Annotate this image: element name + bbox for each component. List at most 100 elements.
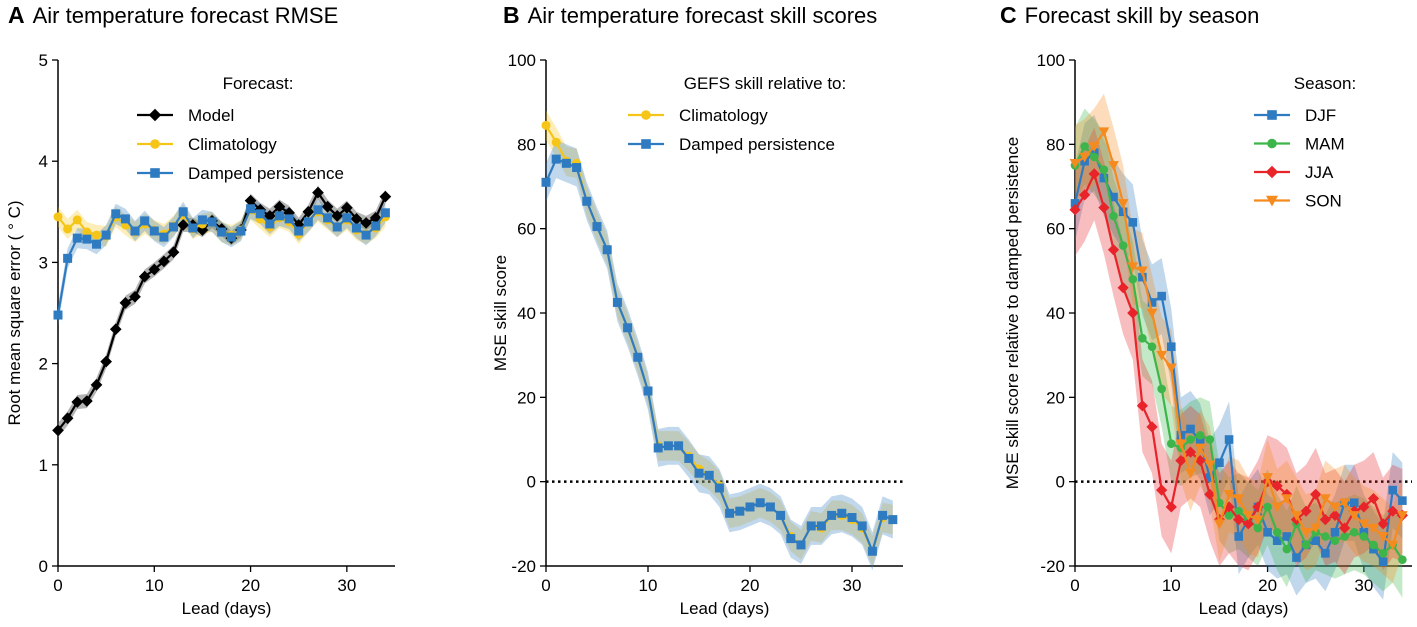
legend: Season: DJF MAM JJA SON [1254, 74, 1356, 211]
damped-data-point [188, 223, 198, 233]
y-axis-label: MSE skill score [491, 255, 510, 371]
panel-a: A Air temperature forecast RMSE 0 1 2 3 4 5 0 10 2… [5, 2, 395, 618]
damped-data-point [694, 468, 704, 478]
panel-title-text: Forecast skill by season [1025, 3, 1260, 28]
model-data-point [244, 194, 257, 207]
damped-data-point [572, 163, 582, 173]
djf-data-point [1349, 498, 1359, 508]
djf-data-point [1263, 527, 1272, 537]
panel-title-text: Air temperature forecast skill scores [528, 3, 878, 28]
damped-data-point [274, 211, 284, 221]
jja-data-point [1069, 204, 1081, 216]
model-data-point [263, 209, 276, 222]
damped-data-point [197, 215, 207, 225]
djf-data-point [1272, 536, 1282, 545]
son-data-point [1262, 473, 1273, 483]
mam-data-point [1359, 532, 1369, 541]
son-data-point [1329, 502, 1341, 513]
damped-data-point [63, 253, 73, 263]
jja-data-point [1339, 522, 1351, 534]
y-tick-label: 3 [39, 253, 48, 272]
son-data-point [1137, 266, 1148, 277]
jja-data-point [1204, 488, 1216, 500]
x-tick-label: 20 [741, 576, 760, 595]
djf-data-point [1215, 458, 1224, 467]
djf-data-point [1157, 291, 1166, 301]
damped-data-point [332, 222, 342, 232]
model-data-point [109, 323, 122, 336]
y-tick-label: 0 [527, 473, 536, 492]
djf-data-point [1147, 298, 1157, 307]
damped-data-point [827, 510, 837, 520]
son-data-point [1069, 159, 1081, 169]
legend-djf-label: DJF [1305, 106, 1336, 125]
x-tick-label: 10 [145, 576, 164, 595]
y-axis-label: Root mean square error ( ° C) [5, 200, 24, 425]
model-data-point [273, 200, 286, 213]
legend-jja-label: JJA [1305, 163, 1334, 182]
son-data-point [1098, 127, 1110, 138]
son-data-point [1387, 540, 1399, 551]
damped-data-point [776, 510, 786, 520]
y-tick-label: 60 [517, 220, 536, 239]
djf-data-point [1292, 553, 1301, 562]
djf-data-point [1398, 496, 1407, 505]
damped-data-point [207, 217, 217, 227]
y-tick-label: 80 [517, 135, 536, 154]
panel-letter: B [503, 2, 520, 28]
legend-title: Season: [1294, 74, 1356, 93]
son-data-point [1396, 511, 1408, 521]
son-data-point [1223, 490, 1235, 500]
climatology-data-point [541, 120, 551, 130]
climatology-data-point [53, 212, 63, 222]
mam-data-point [1263, 502, 1272, 512]
jja-data-point [1079, 189, 1091, 201]
damped-data-point [633, 352, 643, 362]
legend-mam-marker [1267, 138, 1277, 149]
x-tick-label: 30 [1354, 576, 1373, 595]
son-data-point [1242, 511, 1254, 521]
legend-climatology-label: Climatology [188, 135, 277, 154]
model-data-point [119, 297, 132, 309]
jja-data-point [1165, 501, 1177, 513]
son-data-point [1165, 363, 1177, 374]
panel-title-text: Air temperature forecast RMSE [33, 3, 339, 28]
djf-data-point [1330, 527, 1340, 537]
son-data-point [1348, 511, 1360, 521]
mam-data-point [1128, 274, 1138, 284]
legend-damped-marker [641, 139, 651, 149]
jja-data-point [1107, 244, 1120, 256]
djf-data-point [1128, 218, 1138, 227]
damped-data-point [816, 521, 826, 531]
model-data-point [350, 213, 363, 225]
legend-climatology-marker [641, 110, 651, 120]
mam-data-point [1340, 532, 1349, 541]
damped-data-point [837, 508, 847, 518]
y-tick-label: 60 [1046, 220, 1065, 239]
son-data-point [1339, 498, 1350, 509]
y-tick-label: 0 [1056, 473, 1065, 492]
model-data-point [52, 424, 64, 437]
jja-data-point [1242, 518, 1254, 530]
legend-mam-label: MAM [1305, 135, 1345, 154]
model-data-point [81, 395, 93, 407]
jja-data-point [1377, 518, 1389, 530]
damped-data-point [217, 227, 227, 237]
son-data-point [1146, 308, 1158, 319]
y-tick-label: 40 [1046, 304, 1065, 323]
mam-data-point [1349, 527, 1359, 537]
mam-data-point [1118, 241, 1128, 250]
mam-data-point [1138, 334, 1147, 343]
damped-data-point [653, 443, 663, 453]
damped-data-point [735, 506, 745, 516]
damped-data-point [169, 222, 179, 232]
x-tick-label: 10 [639, 576, 658, 595]
legend-damped-label: Damped persistence [188, 164, 344, 183]
damped-data-point [303, 217, 313, 227]
x-tick-label: 30 [337, 576, 356, 595]
mam-data-point [1234, 506, 1243, 516]
son-data-point [1358, 519, 1370, 530]
son-data-point [1310, 523, 1322, 534]
damped-data-point [226, 232, 236, 242]
climatology-data-point [82, 227, 92, 237]
